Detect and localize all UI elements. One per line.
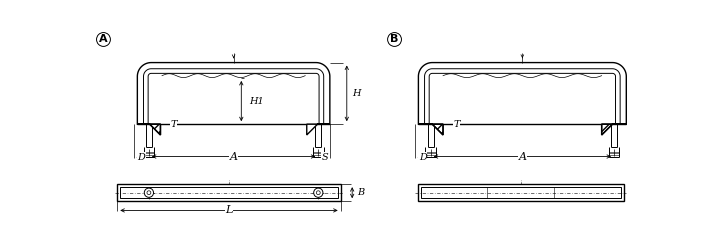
Text: T: T [170, 120, 177, 129]
Polygon shape [137, 124, 161, 135]
Text: B: B [390, 35, 398, 45]
Text: D: D [137, 153, 145, 162]
Circle shape [316, 191, 320, 195]
Text: B: B [358, 188, 365, 197]
Bar [117, 184, 341, 201]
Polygon shape [307, 124, 330, 135]
Text: A: A [99, 35, 108, 45]
Bar [417, 184, 624, 201]
Text: L: L [225, 205, 233, 215]
Text: H1: H1 [249, 97, 264, 106]
Bar [421, 187, 621, 198]
Text: S: S [322, 153, 329, 162]
Text: H: H [352, 89, 361, 98]
Circle shape [313, 188, 323, 197]
Polygon shape [602, 124, 626, 135]
Circle shape [144, 188, 153, 197]
Polygon shape [419, 124, 443, 135]
Bar [121, 187, 337, 198]
Circle shape [147, 191, 150, 195]
Text: A: A [518, 151, 526, 162]
Text: T: T [453, 120, 459, 129]
Text: A: A [230, 151, 238, 162]
Text: D: D [419, 153, 427, 162]
